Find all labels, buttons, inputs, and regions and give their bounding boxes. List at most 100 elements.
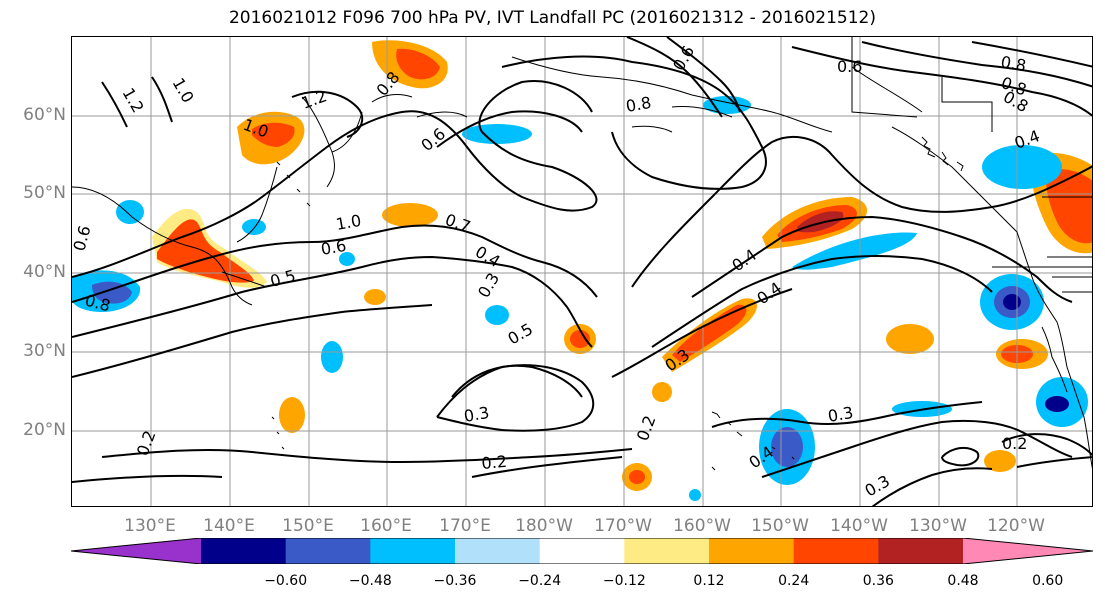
- lat-label-30n: 30°N: [23, 341, 66, 361]
- lon-label-130e: 130°E: [124, 516, 176, 536]
- contour-line: [72, 255, 593, 348]
- contour-line: [436, 364, 595, 432]
- canada-border: [851, 37, 993, 132]
- shade-negative: [339, 252, 355, 266]
- shade-positive: [886, 324, 934, 354]
- lon-label-160w: 160°W: [673, 516, 731, 536]
- colorbar-segment: [539, 538, 625, 564]
- map-canvas: 1.2 1.0 1.2 0.8 1.0 1.0 0.6 0.8 0.6 0.6 …: [72, 37, 1092, 506]
- lon-label-150e: 150°E: [282, 516, 334, 536]
- map-title: 2016021012 F096 700 hPa PV, IVT Landfall…: [228, 8, 876, 28]
- coast-japan: [221, 166, 278, 288]
- contour-line: [72, 224, 598, 303]
- lat-label-40n: 40°N: [23, 262, 66, 282]
- shade-positive: [252, 122, 295, 147]
- shade-negative: [242, 219, 266, 235]
- contour-line: [941, 446, 980, 467]
- lon-label-160e: 160°E: [360, 516, 412, 536]
- contour-label: 1.0: [334, 211, 362, 234]
- shade-positive: [396, 48, 440, 80]
- contour-label: 0.4: [472, 242, 504, 271]
- colorbar-extend-max: [963, 538, 1093, 564]
- lon-label-170w: 170°W: [594, 516, 652, 536]
- contour-line: [72, 474, 223, 483]
- coast-alaska-panhandle: [921, 136, 964, 172]
- lon-label-150w: 150°W: [751, 516, 809, 536]
- lon-label-130w: 130°W: [909, 516, 967, 536]
- contour-line: [1001, 433, 1092, 457]
- graticule: [72, 37, 1092, 506]
- shade-positive: [364, 289, 386, 305]
- contour-line: [101, 448, 633, 464]
- contour-label: 1.2: [299, 86, 329, 113]
- contour-label: 0.8: [999, 52, 1027, 75]
- contour-line: [971, 41, 1092, 68]
- contour-line: [151, 76, 173, 123]
- contour-label: 0.6: [319, 236, 347, 259]
- colorbar-segment: [709, 538, 795, 564]
- contour-label: 0.2: [133, 428, 160, 458]
- lat-label-60n: 60°N: [23, 105, 66, 125]
- coast-kurils: [276, 161, 311, 207]
- colorbar-tick-label: −0.24: [518, 573, 562, 589]
- contour-label: 0.2: [481, 452, 508, 473]
- contour-label: 0.5: [505, 319, 537, 348]
- shade-negative: [485, 305, 509, 325]
- contour-line: [631, 135, 1092, 288]
- contour-line: [666, 37, 741, 113]
- contour-line: [691, 215, 1073, 303]
- contours: [72, 37, 1092, 506]
- contour-label: 0.8: [624, 93, 652, 116]
- colorbar-tick-label: 0.48: [947, 573, 979, 589]
- coast-alaska: [511, 56, 923, 133]
- colorbar-segment: [624, 538, 710, 564]
- colorbar-tick-label: 0.36: [862, 573, 894, 589]
- shade-negative: [321, 341, 343, 373]
- contour-line: [711, 401, 983, 428]
- shade-positive: [382, 203, 438, 227]
- contour-label: 0.3: [826, 403, 854, 426]
- colorbar-tick-label: 0.24: [778, 573, 810, 589]
- shade-negative: [92, 281, 132, 304]
- shade-negative: [982, 145, 1062, 189]
- lon-label-180w: 180°W: [515, 516, 573, 536]
- contour-line: [436, 110, 583, 148]
- contour-label: 0.6: [72, 224, 94, 254]
- contour-label: 0.3: [474, 269, 503, 301]
- contour-label: 0.5: [268, 266, 298, 291]
- contour-line: [501, 55, 767, 190]
- shade-negative: [771, 427, 803, 467]
- shade-positive: [1046, 169, 1092, 244]
- colorbar-tick-label: −0.60: [264, 573, 308, 589]
- colorbar-tick-label: −0.36: [433, 573, 477, 589]
- colorbar-tick-label: −0.12: [602, 573, 646, 589]
- contour-line: [626, 37, 723, 118]
- colorbar-segment: [370, 538, 456, 564]
- colorbar-tick-label: 0.12: [693, 573, 725, 589]
- shade-negative: [1045, 396, 1069, 412]
- shade-positive: [570, 330, 590, 348]
- contour-line: [291, 90, 364, 138]
- lat-label-20n: 20°N: [23, 420, 66, 440]
- coast-nw-america: [891, 126, 1092, 470]
- lon-label-140w: 140°W: [830, 516, 888, 536]
- lon-label-170e: 170°E: [439, 516, 491, 536]
- coast-kamchatka: [301, 96, 363, 188]
- contour-label: 0.2: [633, 413, 660, 443]
- contour-label: 1.2: [119, 85, 148, 117]
- map-panel: 1.2 1.0 1.2 0.8 1.0 1.0 0.6 0.8 0.6 0.6 …: [71, 36, 1093, 507]
- shade-negative: [1003, 294, 1021, 310]
- shade-positive: [629, 470, 645, 484]
- contour-line: [611, 288, 793, 378]
- shade-positive: [279, 397, 305, 433]
- lat-label-50n: 50°N: [23, 183, 66, 203]
- colorbar-segment: [455, 538, 541, 564]
- colorbar-tick-label: 0.60: [1032, 573, 1064, 589]
- contour-line: [471, 456, 623, 478]
- contour-line: [72, 304, 433, 378]
- contour-label: 0.3: [462, 403, 490, 426]
- contour-line: [651, 255, 993, 348]
- coast-baja: [1041, 326, 1068, 393]
- lon-label-140e: 140°E: [203, 516, 255, 536]
- colorbar-segment: [201, 538, 287, 564]
